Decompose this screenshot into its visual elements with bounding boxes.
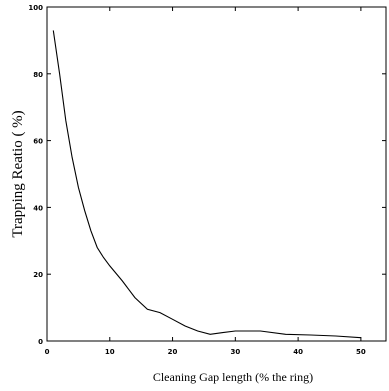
y-tick-label: 60: [33, 138, 43, 146]
x-tick-label: 10: [105, 348, 115, 356]
tick-labels: 0 10 20 30 40 50 0 20 40 60 80 100: [28, 4, 366, 356]
tick-marks: [46, 6, 386, 342]
x-axis-title: Cleaning Gap length (% the ring): [153, 370, 313, 384]
x-tick-label: 0: [45, 348, 50, 356]
x-tick-label: 20: [168, 348, 178, 356]
x-tick-label: 40: [293, 348, 303, 356]
y-tick-label: 40: [33, 204, 43, 212]
y-axis-title: Trapping Reatio ( %): [10, 110, 26, 237]
x-tick-label: 50: [356, 348, 366, 356]
plot-frame: [46, 6, 387, 342]
x-tick-label: 30: [230, 348, 240, 356]
series-line: [52, 30, 361, 339]
y-tick-label: 0: [38, 338, 43, 346]
y-tick-label: 100: [28, 4, 43, 12]
y-tick-label: 20: [33, 271, 43, 279]
y-tick-label: 80: [33, 71, 43, 79]
